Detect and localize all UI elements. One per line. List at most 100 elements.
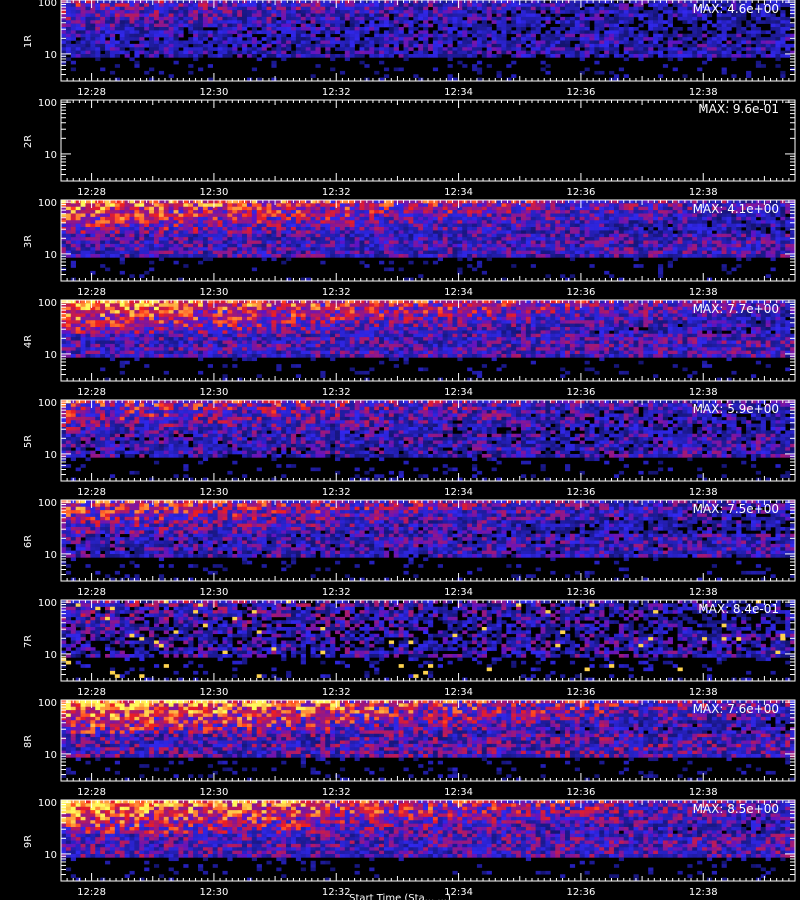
heat-cell bbox=[525, 6, 532, 11]
heat-cell bbox=[149, 233, 155, 238]
heat-cell bbox=[545, 206, 551, 211]
heat-cell bbox=[364, 254, 370, 258]
heat-cell bbox=[266, 27, 272, 31]
heat-cell bbox=[139, 33, 145, 38]
heat-cell bbox=[369, 237, 375, 241]
heat-cell bbox=[447, 216, 453, 221]
heat-cell bbox=[609, 243, 615, 248]
heat-cell bbox=[383, 227, 390, 231]
heat-cell bbox=[555, 43, 561, 48]
heat-cell bbox=[584, 203, 590, 208]
heat-cell bbox=[149, 237, 155, 241]
heat-cell bbox=[697, 33, 703, 38]
heat-cell bbox=[295, 220, 302, 224]
heat-cell bbox=[594, 213, 600, 218]
heat-cell bbox=[579, 27, 585, 31]
heat-cell bbox=[560, 240, 566, 245]
heat-cell bbox=[609, 20, 615, 24]
heat-cell bbox=[550, 237, 556, 241]
heat-cell bbox=[550, 16, 556, 21]
heat-cell bbox=[359, 30, 365, 35]
heat-cell bbox=[222, 240, 228, 245]
heat-cell bbox=[638, 50, 644, 55]
heat-cell bbox=[398, 247, 404, 251]
heat-cell bbox=[90, 3, 96, 8]
heat-cell bbox=[447, 74, 453, 78]
heat-cell bbox=[711, 23, 717, 28]
heat-cell bbox=[702, 6, 708, 11]
heat-cell bbox=[330, 250, 336, 255]
heat-cell bbox=[413, 3, 419, 8]
heat-cell bbox=[506, 27, 512, 31]
heat-cell bbox=[227, 27, 233, 31]
heat-cell bbox=[628, 243, 634, 248]
heat-cell bbox=[173, 210, 179, 214]
heat-cell bbox=[183, 233, 189, 238]
heat-cell bbox=[90, 213, 96, 218]
heat-cell bbox=[511, 10, 517, 14]
heat-cell bbox=[775, 20, 781, 24]
heat-cell bbox=[599, 237, 605, 241]
heat-cell bbox=[183, 47, 189, 51]
heat-cell bbox=[437, 243, 443, 248]
heat-cell bbox=[359, 247, 365, 251]
heat-cell bbox=[320, 227, 326, 231]
heat-cell bbox=[300, 43, 306, 48]
heat-cell bbox=[178, 50, 184, 55]
heat-cell bbox=[237, 213, 243, 218]
heat-cell bbox=[481, 50, 488, 55]
heat-cell bbox=[202, 23, 209, 28]
heat-cell bbox=[428, 23, 434, 28]
heat-cell bbox=[609, 40, 615, 45]
heat-cell bbox=[232, 30, 238, 35]
heat-cell bbox=[237, 223, 243, 228]
heat-cell bbox=[408, 237, 414, 241]
heat-cell bbox=[662, 27, 669, 31]
heat-cell bbox=[178, 210, 184, 214]
heat-cell bbox=[144, 70, 150, 75]
heat-cell bbox=[359, 237, 365, 241]
heat-cell bbox=[574, 233, 580, 238]
heat-cell bbox=[692, 33, 698, 38]
heat-cell bbox=[481, 270, 488, 275]
heat-cell bbox=[163, 233, 169, 238]
heat-cell bbox=[330, 210, 336, 214]
heat-cell bbox=[599, 230, 605, 235]
heat-cell bbox=[589, 210, 595, 214]
heat-cell bbox=[183, 3, 189, 8]
heat-cell bbox=[716, 20, 722, 24]
heat-cell bbox=[95, 213, 101, 218]
heat-cell bbox=[374, 243, 380, 248]
heat-cell bbox=[545, 64, 551, 68]
heat-cell bbox=[721, 70, 727, 75]
heat-cell bbox=[594, 16, 600, 21]
heat-cell bbox=[428, 200, 434, 204]
heat-cell bbox=[457, 267, 463, 272]
heat-cell bbox=[153, 27, 160, 31]
heat-cell bbox=[80, 0, 86, 4]
heat-cell bbox=[217, 40, 223, 45]
heat-cell bbox=[193, 243, 199, 248]
heat-cell bbox=[594, 30, 600, 35]
heat-cell bbox=[119, 257, 125, 262]
heat-cell bbox=[628, 43, 634, 48]
heat-cell bbox=[746, 0, 752, 4]
heat-cell bbox=[85, 233, 91, 238]
heat-cell bbox=[325, 223, 331, 228]
heat-cell bbox=[437, 254, 443, 258]
heat-cell bbox=[114, 47, 121, 51]
heat-cell bbox=[315, 10, 321, 14]
heat-cell bbox=[344, 227, 350, 231]
heat-cell bbox=[325, 23, 331, 28]
heat-cell bbox=[305, 10, 311, 14]
heat-cell bbox=[491, 200, 497, 204]
heat-cell bbox=[188, 243, 194, 248]
heat-cell bbox=[741, 10, 747, 14]
heat-cell bbox=[144, 203, 150, 208]
heat-cell bbox=[393, 250, 399, 255]
heat-cell bbox=[457, 43, 463, 48]
heat-cell bbox=[560, 243, 566, 248]
heat-cell bbox=[525, 240, 532, 245]
heat-cell bbox=[256, 23, 262, 28]
heat-cell bbox=[374, 237, 380, 241]
